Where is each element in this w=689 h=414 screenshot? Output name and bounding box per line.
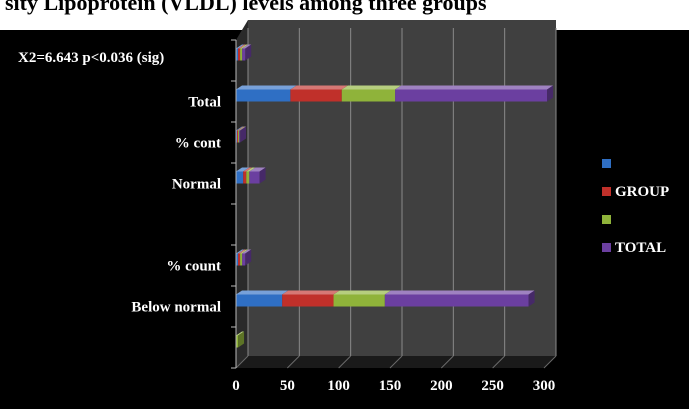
legend-swatch (602, 243, 611, 252)
x-tick-label: 50 (280, 378, 295, 394)
y-tick-label: % count (166, 259, 221, 275)
legend-swatch (602, 159, 611, 168)
floor-gridline (543, 355, 557, 369)
floor-gridline (338, 355, 352, 369)
legend-label: TOTAL (615, 240, 666, 256)
bar-segment (384, 290, 535, 307)
chart-title: sity Lipoprotein (VLDL) levels among thr… (5, 0, 487, 15)
bar-segment (395, 85, 554, 102)
y-tick-label: Total (188, 95, 221, 111)
y-tick-label: % cont (175, 136, 221, 152)
bar-segment (333, 290, 391, 307)
bar-segment (341, 85, 402, 102)
x-tick-label: 0 (232, 378, 240, 394)
y-tick-label: Below normal (131, 300, 221, 316)
legend: GROUP TOTAL (602, 159, 669, 256)
x-tick-label: 200 (430, 378, 453, 394)
x-tick-label: 300 (533, 378, 556, 394)
floor-gridline (440, 355, 454, 369)
floor-gridline (389, 355, 403, 369)
legend-swatch (602, 187, 611, 196)
x-axis: 0 50 100 150 200 250 300 (232, 378, 555, 394)
bar-segment (249, 167, 266, 184)
plot-left-wall (236, 20, 248, 368)
y-tick-label: Normal (172, 177, 221, 193)
bar-segment (236, 85, 297, 102)
bar-segment (242, 44, 252, 61)
x-tick-label: 150 (379, 378, 402, 394)
legend-label: GROUP (615, 184, 669, 200)
floor-gridline (286, 355, 300, 369)
bar-segment (282, 290, 340, 307)
bar-segment (236, 331, 245, 348)
bar-segment (242, 249, 252, 266)
bar-segment (290, 85, 348, 102)
y-axis: Below normal % count Normal % cont Total (131, 39, 237, 369)
floor-gridline (492, 355, 506, 369)
legend-swatch (602, 215, 611, 224)
x-tick-label: 100 (327, 378, 350, 394)
bar-segment (239, 126, 247, 143)
bar-series (236, 44, 554, 348)
chi-square-annotation: X2=6.643 p<0.036 (sig) (18, 50, 164, 66)
x-tick-label: 250 (481, 378, 504, 394)
floor-gridline (235, 355, 249, 369)
bar-segment (236, 290, 289, 307)
